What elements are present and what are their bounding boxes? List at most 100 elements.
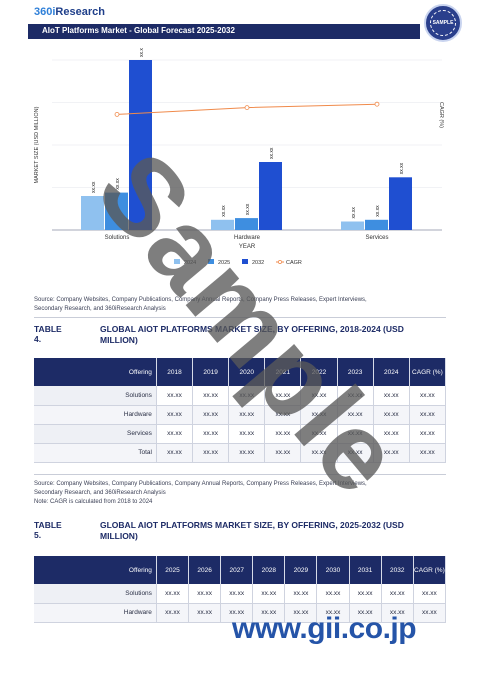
- table-cell: xx.xx: [192, 405, 230, 425]
- table-cell: xx.xx: [300, 424, 338, 444]
- logo-suffix: Research: [55, 6, 105, 18]
- legend-swatch: [208, 259, 214, 264]
- table-row: Services xx.xx xx.xx xx.xx xx.xx xx.xx xx.xx xx…: [34, 424, 447, 444]
- column-header: 2023: [337, 358, 374, 386]
- column-header: 2032: [381, 556, 414, 584]
- bar-data-label: xx.xx: [399, 162, 405, 174]
- table-cell: xx.xx: [156, 424, 194, 444]
- table-cell: xx.xx: [264, 443, 302, 463]
- legend-label: 2024: [184, 260, 196, 266]
- table4-label: TABLE 4.: [34, 324, 62, 344]
- legend-swatch: [242, 259, 248, 264]
- bar-data-label: xx.xx: [245, 203, 251, 215]
- row-label: Total: [34, 443, 157, 463]
- table-cell: xx.xx: [409, 424, 447, 444]
- bar: [365, 219, 388, 230]
- table4-title: GLOBAL AIOT PLATFORMS MARKET SIZE, BY OF…: [100, 324, 404, 345]
- x-tick-label: Hardware: [234, 235, 261, 241]
- x-tick-label: Solutions: [105, 235, 130, 241]
- column-header: 2021: [264, 358, 302, 386]
- table5-label: TABLE 5.: [34, 520, 62, 540]
- bar: [81, 196, 104, 230]
- table-cell: xx.xx: [349, 603, 382, 623]
- table-cell: xx.xx: [409, 405, 447, 425]
- table-cell: xx.xx: [264, 424, 302, 444]
- column-header: 2031: [349, 556, 382, 584]
- table-cell: xx.xx: [156, 584, 190, 604]
- table-cell: xx.xx: [192, 443, 230, 463]
- legend-swatch: [174, 259, 180, 264]
- company-logo: 360iResearch: [34, 6, 105, 18]
- logo-prefix: 360i: [34, 6, 56, 18]
- table-cell: xx.xx: [337, 386, 374, 406]
- table-cell: xx.xx: [220, 603, 254, 623]
- table-cell: xx.xx: [373, 424, 410, 444]
- column-header: 2020: [228, 358, 266, 386]
- table-cell: xx.xx: [192, 424, 230, 444]
- table-cell: xx.xx: [373, 443, 410, 463]
- table-cell: xx.xx: [409, 443, 447, 463]
- column-header: CAGR (%): [413, 556, 447, 584]
- legend-label: CAGR: [286, 260, 302, 266]
- bar-data-label: xx.xx: [221, 205, 227, 217]
- column-header: 2030: [316, 556, 350, 584]
- table-cell: xx.xx: [300, 405, 338, 425]
- column-header: 2027: [220, 556, 254, 584]
- column-header: 2026: [188, 556, 222, 584]
- bar-data-label: xx.xx: [269, 147, 275, 159]
- table-cell: xx.xx: [300, 443, 338, 463]
- column-header: 2028: [252, 556, 286, 584]
- source-line-1: Source: Company Websites, Company Public…: [34, 297, 367, 303]
- table-cell: xx.xx: [252, 584, 286, 604]
- table-cell: xx.xx: [381, 584, 414, 604]
- column-header: 2025: [156, 556, 190, 584]
- column-header: 2019: [192, 358, 230, 386]
- bar: [389, 177, 412, 230]
- table-cell: xx.xx: [413, 603, 447, 623]
- table-cell: xx.xx: [284, 603, 318, 623]
- table-cell: xx.xx: [156, 443, 194, 463]
- table-cell: xx.xx: [349, 584, 382, 604]
- cagr-point: [114, 112, 120, 117]
- table-row: Hardware xx.xx xx.xx xx.xx xx.xx xx.xx xx.xx xx…: [34, 603, 447, 623]
- table-cell: xx.xx: [409, 386, 447, 406]
- sample-seal-icon: SAMPLE: [424, 4, 462, 42]
- table-cell: xx.xx: [337, 443, 374, 463]
- column-header: CAGR (%): [409, 358, 447, 386]
- table4: Offering 2018 2019 2020 2021 2022 2023 2024 CAGR…: [34, 358, 447, 463]
- table-cell: xx.xx: [337, 405, 374, 425]
- bar: [129, 60, 152, 230]
- bar-data-label: xx.xx: [91, 181, 97, 193]
- table-cell: xx.xx: [188, 584, 222, 604]
- table-cell: xx.xx: [413, 584, 447, 604]
- bar: [235, 218, 258, 230]
- table5: Offering 2025 2026 2027 2028 2029 2030 2031 2032…: [34, 556, 447, 623]
- row-label: Solutions: [34, 386, 157, 406]
- table-cell: xx.xx: [156, 405, 194, 425]
- legend-marker: [278, 260, 282, 264]
- table-row: Solutions xx.xx xx.xx xx.xx xx.xx xx.xx xx.xx x…: [34, 584, 447, 604]
- bar-data-label: xx.xx: [375, 205, 381, 217]
- bar: [105, 192, 128, 230]
- row-label: Hardware: [34, 603, 157, 623]
- column-header: 2029: [284, 556, 318, 584]
- column-header: 2024: [373, 358, 410, 386]
- column-header: Offering: [34, 358, 157, 386]
- bar: [341, 221, 364, 230]
- table-cell: xx.xx: [316, 584, 350, 604]
- divider: [34, 317, 446, 318]
- table-cell: xx.xx: [228, 405, 266, 425]
- x-tick-label: Services: [365, 235, 388, 241]
- report-title: AIoT Platforms Market - Global Forecast …: [42, 26, 235, 35]
- table-cell: xx.xx: [188, 603, 222, 623]
- x-axis-label: YEAR: [239, 244, 256, 250]
- column-header: 2018: [156, 358, 194, 386]
- chart-svg: xx.xx xx.xx xx.xx Solutions xx.xx xx.xx xx.xx H…: [34, 45, 444, 266]
- table4-source: Source: Company Websites, Company Public…: [34, 480, 367, 507]
- table-cell: xx.xx: [228, 443, 266, 463]
- table-cell: xx.xx: [300, 386, 338, 406]
- y-axis-label: MARKET SIZE (USD MILLION): [34, 106, 40, 183]
- bar: [211, 219, 234, 230]
- table-cell: xx.xx: [228, 424, 266, 444]
- table-row: Total xx.xx xx.xx xx.xx xx.xx xx.xx xx.xx xx.xx…: [34, 443, 447, 463]
